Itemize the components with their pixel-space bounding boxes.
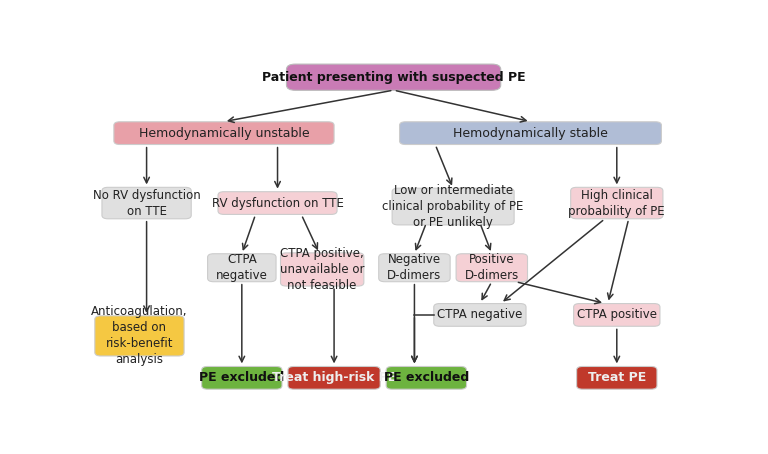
Text: CTPA
negative: CTPA negative (216, 253, 268, 282)
Text: Treat high-risk PE: Treat high-risk PE (272, 371, 396, 385)
FancyBboxPatch shape (114, 122, 334, 144)
Text: No RV dysfunction
on TTE: No RV dysfunction on TTE (93, 188, 200, 217)
Text: Negative
D-dimers: Negative D-dimers (387, 253, 442, 282)
Text: Anticoagulation,
based on
risk-benefit
analysis: Anticoagulation, based on risk-benefit a… (91, 306, 187, 366)
FancyBboxPatch shape (434, 304, 526, 326)
FancyBboxPatch shape (399, 122, 661, 144)
Text: CTPA negative: CTPA negative (437, 308, 522, 321)
Text: PE excluded: PE excluded (199, 371, 284, 385)
FancyBboxPatch shape (392, 188, 514, 225)
Text: Low or intermediate
clinical probability of PE
or PE unlikely: Low or intermediate clinical probability… (382, 184, 524, 229)
FancyBboxPatch shape (218, 192, 337, 214)
FancyBboxPatch shape (288, 366, 380, 389)
FancyBboxPatch shape (386, 366, 466, 389)
FancyBboxPatch shape (577, 366, 657, 389)
FancyBboxPatch shape (94, 316, 184, 356)
FancyBboxPatch shape (202, 366, 282, 389)
Text: RV dysfunction on TTE: RV dysfunction on TTE (212, 197, 343, 210)
Text: Patient presenting with suspected PE: Patient presenting with suspected PE (262, 71, 525, 84)
FancyBboxPatch shape (280, 253, 364, 286)
Text: CTPA positive: CTPA positive (577, 308, 657, 321)
Text: Hemodynamically stable: Hemodynamically stable (453, 127, 608, 140)
Text: CTPA positive,
unavailable or
not feasible: CTPA positive, unavailable or not feasib… (280, 247, 365, 292)
FancyBboxPatch shape (571, 188, 663, 219)
FancyBboxPatch shape (286, 64, 501, 90)
Text: Hemodynamically unstable: Hemodynamically unstable (139, 127, 310, 140)
FancyBboxPatch shape (102, 188, 191, 219)
FancyBboxPatch shape (456, 254, 528, 281)
FancyBboxPatch shape (379, 254, 450, 281)
FancyBboxPatch shape (574, 304, 660, 326)
Text: Treat PE: Treat PE (588, 371, 646, 385)
Text: PE excluded: PE excluded (384, 371, 469, 385)
Text: Positive
D-dimers: Positive D-dimers (465, 253, 519, 282)
Text: High clinical
probability of PE: High clinical probability of PE (568, 188, 665, 217)
FancyBboxPatch shape (207, 254, 276, 281)
